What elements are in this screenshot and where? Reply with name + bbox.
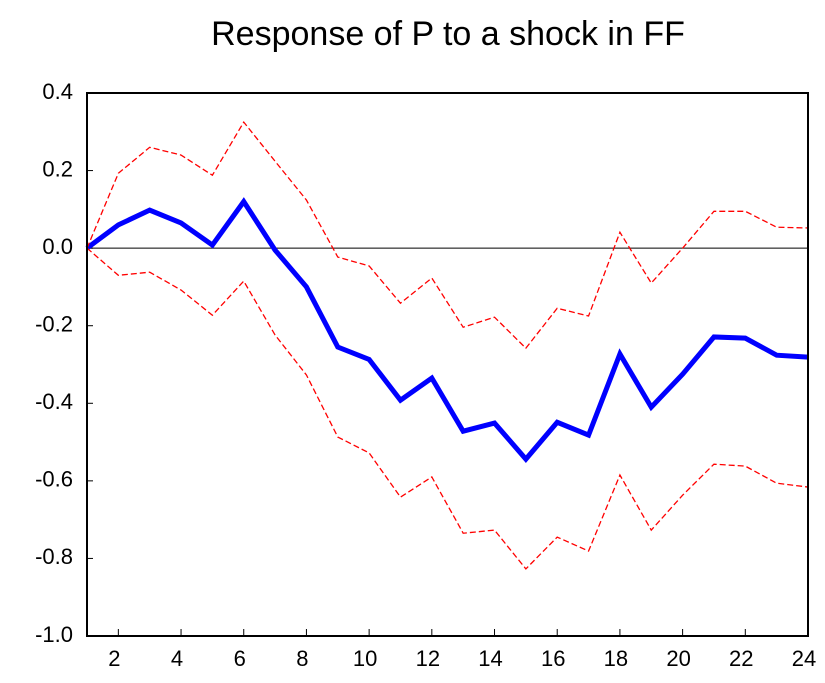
x-tick-label: 18	[604, 646, 628, 671]
y-tick-label: 0.0	[42, 234, 73, 259]
x-tick-label: 6	[234, 646, 246, 671]
x-tick-label: 10	[353, 646, 377, 671]
y-tick-label: 0.2	[42, 156, 73, 181]
y-tick-label: -0.8	[35, 544, 73, 569]
series-line	[86, 120, 809, 350]
x-tick-label: 12	[416, 646, 440, 671]
y-tick-label: -1.0	[35, 622, 73, 647]
x-tick-label: 24	[792, 646, 816, 671]
y-tick-label: -0.4	[35, 389, 73, 414]
x-tick-label: 8	[296, 646, 308, 671]
x-tick-label: 4	[171, 646, 183, 671]
x-tick-label: 14	[478, 646, 502, 671]
series-line	[86, 247, 809, 570]
series-line	[85, 197, 809, 463]
x-tick-label: 2	[108, 646, 120, 671]
y-tick-label: 0.4	[42, 79, 73, 104]
x-tick-label: 22	[729, 646, 753, 671]
x-tick-label: 16	[541, 646, 565, 671]
y-tick-label: -0.6	[35, 467, 73, 492]
y-tick-label: -0.2	[35, 312, 73, 337]
x-tick-label: 20	[666, 646, 690, 671]
chart-title: Response of P to a shock in FF	[211, 15, 685, 53]
plot-frame	[86, 92, 809, 637]
